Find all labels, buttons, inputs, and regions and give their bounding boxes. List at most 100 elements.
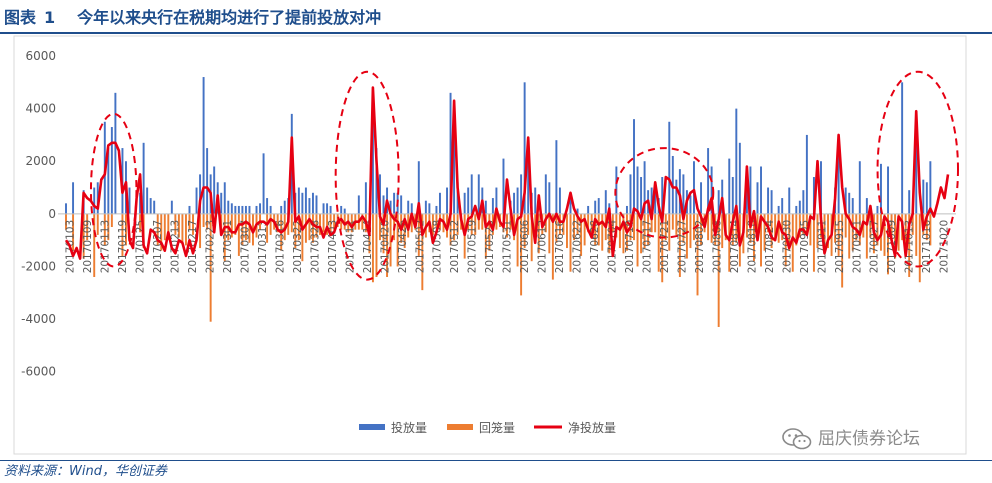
inject-bar [96, 182, 99, 214]
inject-bar [227, 200, 230, 214]
title-rule [0, 32, 992, 34]
withdraw-bar [587, 213, 590, 233]
withdraw-bar [125, 213, 127, 246]
withdraw-bar [241, 213, 244, 246]
legend-swatch-inject [359, 424, 385, 430]
withdraw-bar [350, 213, 353, 233]
inject-bar [248, 205, 251, 214]
x-tick-label: 20170512 [449, 220, 461, 273]
withdraw-bar [788, 213, 791, 251]
inject-bars [65, 77, 932, 214]
withdraw-bar [516, 213, 519, 267]
inject-bar [767, 187, 770, 214]
figure-title-text: 今年以来央行在税期均进行了提前投放对冲 [77, 8, 382, 27]
withdraw-bar [343, 213, 346, 230]
withdraw-bar [93, 213, 96, 277]
inject-bar [643, 161, 646, 214]
inject-bar [901, 82, 904, 214]
withdraw-bar [181, 213, 184, 243]
inject-bar [107, 148, 110, 214]
withdraw-bar [682, 213, 685, 243]
inject-bar [597, 198, 600, 214]
withdraw-bar [760, 213, 762, 267]
x-tick-label: 20170824 [764, 220, 776, 274]
x-tick-label: 20170927 [869, 220, 881, 273]
withdraw-bar [618, 213, 621, 249]
legend-label-withdraw: 回笼量 [479, 420, 515, 435]
watermark-text: 屈庆债券论坛 [818, 429, 920, 449]
withdraw-bar [707, 213, 710, 241]
legend: 投放量 回笼量 净投放量 [359, 420, 616, 435]
inject-bar [640, 177, 643, 214]
x-tick-label: 20170525 [484, 220, 496, 273]
x-tick-label: 20170727 [676, 220, 688, 273]
withdraw-bar [230, 213, 233, 238]
inject-bar [142, 142, 145, 214]
withdraw-bar [608, 213, 611, 254]
withdraw-bar [484, 213, 487, 259]
withdraw-bar [897, 213, 900, 251]
inject-bar [576, 208, 579, 214]
inject-bar [195, 187, 198, 214]
withdraw-bar [269, 213, 272, 235]
inject-bar [777, 205, 780, 214]
inject-bar [516, 187, 519, 214]
withdraw-bar [664, 213, 667, 241]
withdraw-bar [527, 213, 530, 235]
watermark: 屈庆债券论坛 [782, 424, 920, 454]
withdraw-bar [615, 213, 618, 238]
withdraw-bar [382, 213, 385, 254]
withdraw-bar [918, 213, 921, 283]
withdraw-bar [474, 213, 477, 235]
x-tick-label: 20170612 [537, 220, 549, 273]
x-tick-label: 20170322 [292, 220, 304, 273]
withdraw-bar [834, 213, 837, 243]
x-tick-label: 20170915 [834, 220, 846, 273]
inject-bar [749, 166, 752, 214]
inject-bar [202, 77, 205, 214]
withdraw-bar [244, 213, 247, 241]
x-tick-label: 20170616 [554, 220, 566, 274]
withdraw-bar [848, 213, 851, 259]
inject-bar [548, 182, 551, 214]
inject-bar [569, 195, 572, 214]
withdraw-bar [633, 213, 635, 241]
inject-bar [851, 198, 854, 214]
inject-bar [382, 195, 385, 214]
inject-bar [728, 158, 731, 214]
inject-bar [661, 177, 664, 214]
withdraw-bar [96, 213, 99, 235]
x-tick-label: 20170426 [397, 220, 409, 274]
legend-swatch-withdraw [447, 424, 473, 430]
withdraw-bar [597, 213, 600, 246]
inject-bar [266, 198, 269, 214]
inject-bar [523, 82, 526, 214]
withdraw-bar [869, 213, 872, 238]
withdraw-bar [223, 213, 226, 262]
inject-bar [654, 184, 657, 214]
withdraw-bar [745, 213, 748, 238]
withdraw-bar [590, 213, 593, 238]
inject-bar [738, 142, 741, 214]
withdraw-bar [685, 213, 688, 259]
withdraw-bar [174, 213, 177, 235]
plot-frame [13, 35, 967, 455]
inject-bar [72, 182, 75, 214]
inject-bar [629, 174, 632, 214]
withdraw-bar [548, 213, 551, 254]
withdraw-bar [816, 213, 819, 249]
inject-bar [707, 148, 710, 214]
withdraw-bar [640, 213, 643, 254]
inject-bar [453, 124, 456, 214]
withdraw-bar [721, 213, 724, 249]
withdraw-bar [876, 213, 879, 246]
withdraw-bar [333, 213, 336, 230]
withdraw-bar [781, 213, 784, 241]
withdraw-bar [188, 213, 191, 230]
y-axis: -6000 -4000 -2000 0 2000 4000 6000 [21, 49, 56, 379]
withdraw-bar [566, 213, 568, 249]
inject-bar [424, 200, 427, 214]
withdraw-bar [72, 213, 75, 251]
inject-bar [280, 205, 283, 214]
